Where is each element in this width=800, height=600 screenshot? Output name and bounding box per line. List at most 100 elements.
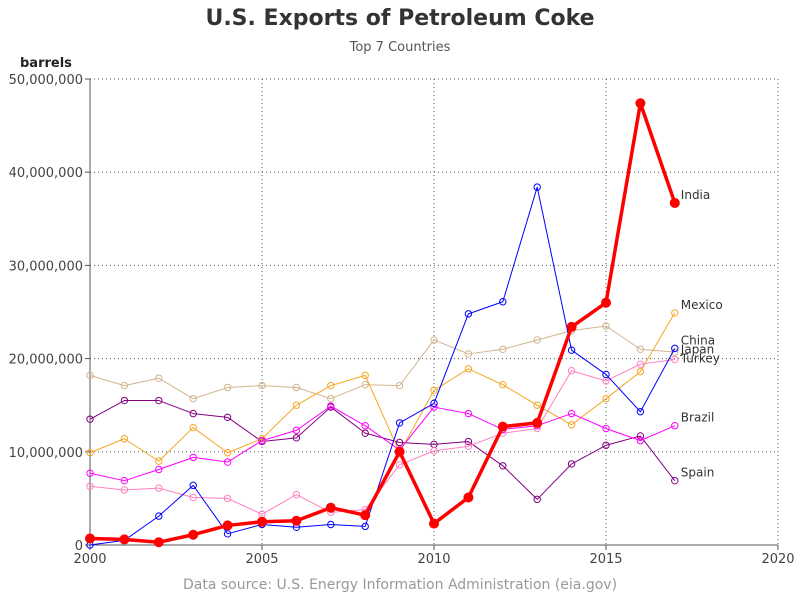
data-point (464, 365, 473, 373)
data-point (155, 484, 163, 492)
series-lines (85, 98, 680, 549)
data-point (602, 370, 610, 379)
series-label-china: China (681, 333, 715, 347)
series-label-india: India (681, 188, 710, 202)
data-point (567, 421, 576, 429)
data-point (292, 434, 301, 442)
y-tick-label: 40,000,000 (9, 166, 83, 181)
data-point (86, 415, 94, 423)
data-point (669, 197, 680, 208)
data-point (189, 409, 197, 418)
data-point (155, 374, 163, 382)
data-point (257, 516, 267, 527)
data-point (189, 493, 197, 502)
data-point (361, 422, 369, 430)
data-point (566, 321, 577, 332)
data-point (636, 436, 645, 445)
data-point (292, 401, 301, 409)
x-tick-label: 2005 (245, 552, 278, 567)
data-point (567, 409, 576, 418)
data-point (463, 492, 474, 503)
series-line (89, 312, 676, 462)
data-point (325, 502, 336, 513)
series-india (85, 98, 680, 548)
data-point (292, 383, 301, 392)
x-tick-label: 2015 (589, 552, 622, 567)
series-label-mexico: Mexico (681, 298, 723, 312)
data-point (155, 512, 163, 520)
data-point (327, 520, 335, 529)
data-point (223, 458, 232, 466)
data-source-note: Data source: U.S. Energy Information Adm… (182, 577, 618, 593)
series-turkey (86, 355, 679, 518)
data-point (567, 346, 576, 354)
data-point (602, 322, 610, 330)
data-point (395, 419, 404, 427)
data-point (86, 469, 94, 477)
series-label-spain: Spain (681, 466, 715, 480)
data-point (394, 446, 405, 457)
data-point (671, 422, 679, 430)
data-point (636, 367, 645, 376)
data-point (602, 441, 610, 449)
data-point (636, 408, 645, 416)
y-tick-label: 20,000,000 (9, 353, 83, 368)
series-brazil (86, 402, 679, 485)
data-point (120, 435, 129, 443)
data-point (189, 453, 197, 462)
data-point (258, 436, 266, 445)
chart-subtitle: Top 7 Countries (349, 40, 451, 55)
data-point (635, 98, 646, 109)
y-tick-label: 10,000,000 (9, 446, 83, 461)
y-tick-label: 0 (75, 539, 83, 554)
data-point (327, 394, 335, 403)
data-point (395, 438, 404, 447)
data-point (636, 360, 645, 368)
data-point (361, 522, 369, 531)
data-point (430, 447, 438, 455)
data-point (86, 449, 94, 457)
data-point (120, 396, 129, 405)
data-point (258, 381, 266, 390)
data-point (497, 421, 508, 432)
series-line (89, 186, 676, 546)
x-tick-label: 2020 (761, 552, 794, 567)
data-point (361, 429, 369, 437)
data-point (602, 424, 610, 433)
data-point (464, 350, 473, 358)
data-point (223, 413, 232, 422)
data-point (155, 465, 163, 474)
y-tick-label: 50,000,000 (9, 73, 83, 88)
y-tick-label: 30,000,000 (9, 259, 83, 274)
data-point (636, 345, 645, 353)
data-point (430, 386, 438, 394)
data-point (86, 371, 94, 380)
data-point (671, 344, 679, 353)
x-tick-label: 2010 (417, 552, 450, 567)
chart-title: U.S. Exports of Petroleum Coke (205, 6, 595, 31)
data-point (189, 423, 197, 432)
data-point (292, 426, 301, 435)
data-point (222, 520, 233, 531)
data-point (119, 534, 130, 545)
series-line (89, 359, 675, 515)
data-point (601, 297, 611, 308)
data-point (360, 510, 371, 521)
data-point (86, 482, 94, 490)
data-point (85, 533, 95, 544)
data-point (533, 183, 541, 191)
data-point (120, 476, 129, 485)
data-point (155, 396, 163, 405)
data-point (430, 399, 438, 408)
data-point (499, 345, 507, 353)
data-point (671, 309, 679, 317)
data-point (499, 380, 507, 389)
data-point (395, 381, 404, 390)
data-point (153, 537, 164, 548)
data-point (533, 401, 541, 409)
series-line (89, 101, 677, 544)
series-label-turkey: Turkey (680, 351, 720, 365)
data-point (429, 518, 439, 529)
data-point (499, 462, 507, 470)
